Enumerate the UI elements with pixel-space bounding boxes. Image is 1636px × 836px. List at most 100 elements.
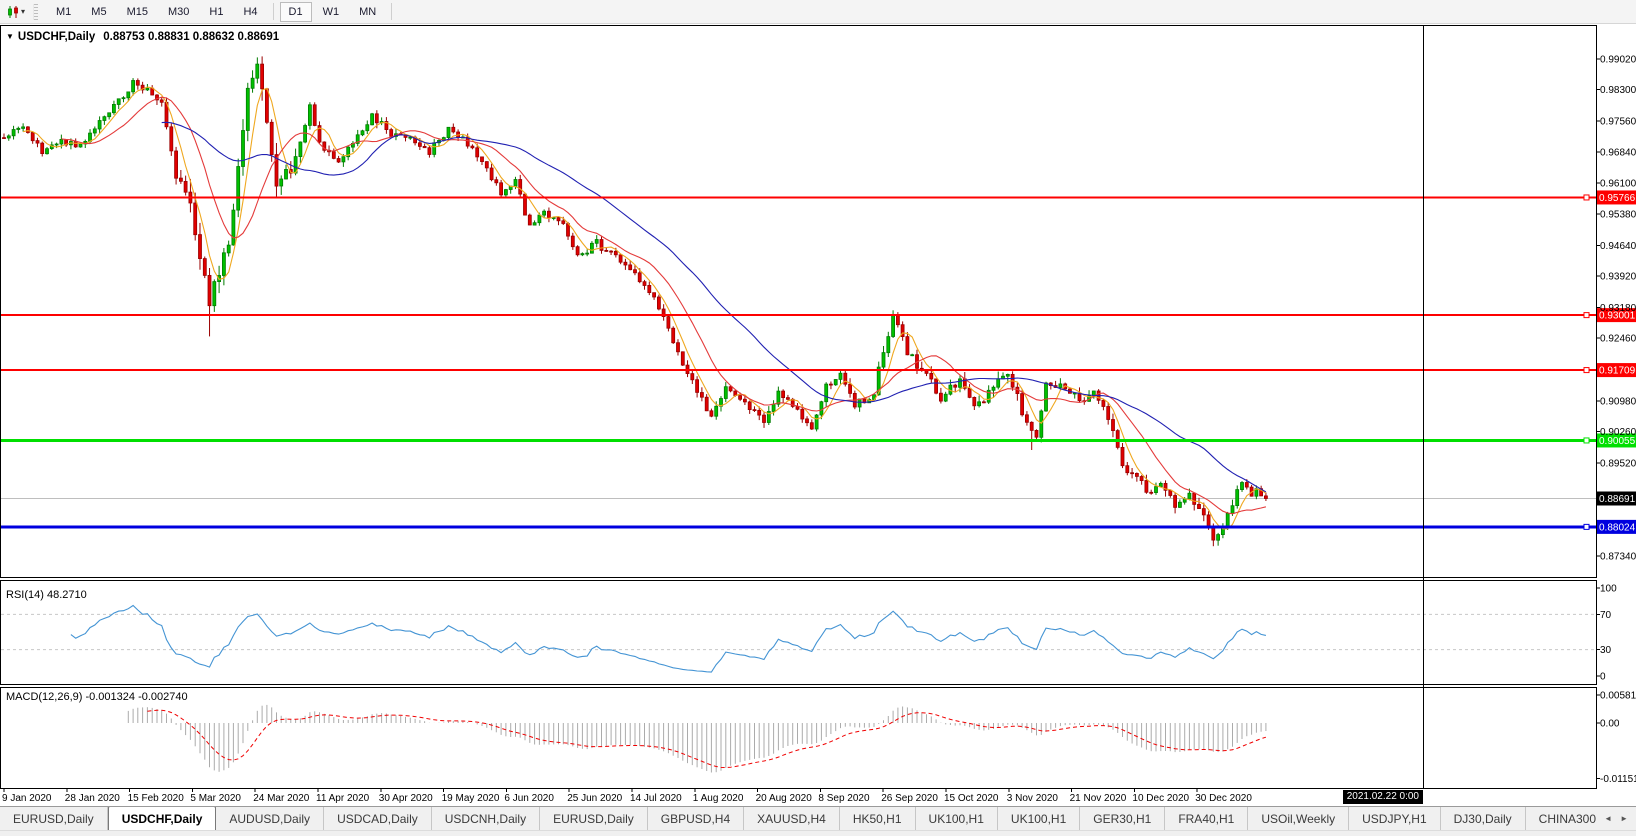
- symbol-tab-china300-h1[interactable]: CHINA300,H1: [1526, 807, 1597, 830]
- svg-text:0.90980: 0.90980: [1600, 397, 1636, 408]
- svg-text:10 Dec 2020: 10 Dec 2020: [1132, 793, 1189, 804]
- symbol-tab-usdcnh-daily[interactable]: USDCNH,Daily: [432, 807, 541, 830]
- timeframe-button-h4[interactable]: H4: [234, 2, 266, 22]
- symbol-tab-uk100-h1[interactable]: UK100,H1: [916, 807, 998, 830]
- timeframe-button-w1[interactable]: W1: [314, 2, 349, 22]
- svg-text:3 Nov 2020: 3 Nov 2020: [1007, 793, 1059, 804]
- svg-text:1 Aug 2020: 1 Aug 2020: [693, 793, 744, 804]
- svg-text:0.88691: 0.88691: [1599, 494, 1636, 505]
- symbol-tab-audusd-daily[interactable]: AUDUSD,Daily: [216, 807, 325, 830]
- ma-13-line: [61, 96, 1267, 515]
- svg-text:15 Feb 2020: 15 Feb 2020: [128, 793, 185, 804]
- svg-text:0.00: 0.00: [1600, 719, 1620, 730]
- svg-text:9 Jan 2020: 9 Jan 2020: [2, 793, 52, 804]
- svg-text:30 Dec 2020: 30 Dec 2020: [1195, 793, 1252, 804]
- symbol-tab-usdchf-daily[interactable]: USDCHF,Daily: [107, 807, 217, 830]
- symbol-tab-usdjpy-h1[interactable]: USDJPY,H1: [1349, 807, 1441, 830]
- symbol-tab-dj30-daily[interactable]: DJ30,Daily: [1441, 807, 1526, 830]
- svg-text:19 May 2020: 19 May 2020: [442, 793, 500, 804]
- svg-text:0.95766: 0.95766: [1599, 193, 1636, 204]
- svg-text:100: 100: [1600, 584, 1617, 595]
- svg-text:0.90055: 0.90055: [1599, 436, 1636, 447]
- hline-object-0.90055[interactable]: 0.90055: [1, 433, 1636, 448]
- symbol-tabs: EURUSD,Daily USDCHF,Daily AUDUSD,Daily USDC…: [0, 807, 1596, 830]
- symbol-tab-uk100-h1[interactable]: UK100,H1: [998, 807, 1081, 830]
- hline-object-0.91709[interactable]: 0.91709: [1, 363, 1636, 378]
- timeframe-button-m5[interactable]: M5: [82, 2, 115, 22]
- svg-text:0.90260: 0.90260: [1600, 427, 1636, 438]
- svg-text:0.91709: 0.91709: [1599, 366, 1636, 377]
- main-pane[interactable]: [0, 25, 1597, 578]
- rsi-pane[interactable]: [0, 580, 1597, 685]
- symbol-tabbar: EURUSD,Daily USDCHF,Daily AUDUSD,Daily USDC…: [0, 806, 1636, 830]
- svg-text:0.96840: 0.96840: [1600, 147, 1636, 158]
- svg-text:30: 30: [1600, 645, 1612, 656]
- svg-text:0.94640: 0.94640: [1600, 241, 1636, 252]
- symbol-tab-gbpusd-h4[interactable]: GBPUSD,H4: [648, 807, 745, 830]
- svg-text:0: 0: [1600, 672, 1606, 683]
- timeframe-button-m15[interactable]: M15: [118, 2, 157, 22]
- svg-text:0.93920: 0.93920: [1600, 272, 1636, 283]
- timeframe-buttons: M1 M5 M15 M30 H1 H4 D1 W1 MN: [46, 1, 397, 22]
- ma-34-line: [161, 121, 1267, 493]
- macd-histogram: [127, 704, 1267, 773]
- svg-text:24 Mar 2020: 24 Mar 2020: [253, 793, 310, 804]
- rsi-line: [70, 604, 1267, 673]
- symbol-tab-usoil-weekly[interactable]: USOil,Weekly: [1248, 807, 1350, 830]
- svg-text:14 Jul 2020: 14 Jul 2020: [630, 793, 682, 804]
- timeframe-button-mn[interactable]: MN: [350, 2, 385, 22]
- statusbar: [0, 830, 1636, 836]
- svg-text:20 Aug 2020: 20 Aug 2020: [756, 793, 813, 804]
- tab-scroll-controls: ◄ ►: [1596, 807, 1636, 830]
- svg-text:30 Apr 2020: 30 Apr 2020: [379, 793, 433, 804]
- symbol-tab-eurusd-daily[interactable]: EURUSD,Daily: [0, 807, 108, 830]
- svg-text:0.87340: 0.87340: [1600, 551, 1636, 562]
- svg-text:28 Jan 2020: 28 Jan 2020: [65, 793, 120, 804]
- svg-text:6 Jun 2020: 6 Jun 2020: [504, 793, 554, 804]
- svg-text:25 Jun 2020: 25 Jun 2020: [567, 793, 622, 804]
- toolbar-separator: [391, 3, 393, 20]
- symbol-tab-xauusd-h4[interactable]: XAUUSD,H4: [744, 807, 840, 830]
- svg-text:0.89520: 0.89520: [1600, 459, 1636, 470]
- svg-text:11 Apr 2020: 11 Apr 2020: [316, 793, 370, 804]
- svg-text:0.93180: 0.93180: [1600, 303, 1636, 314]
- timeframe-button-m30[interactable]: M30: [159, 2, 198, 22]
- svg-text:0.88024: 0.88024: [1599, 522, 1636, 533]
- svg-text:26 Sep 2020: 26 Sep 2020: [881, 793, 938, 804]
- chart-window[interactable]: 0.95766 0.93001 0.91709 0.90055 0.88024 0.990…: [0, 24, 1636, 806]
- svg-text:0.96100: 0.96100: [1600, 179, 1636, 190]
- symbol-tab-eurusd-daily[interactable]: EURUSD,Daily: [540, 807, 648, 830]
- svg-text:70: 70: [1600, 610, 1612, 621]
- current-price-axis-label: [1597, 491, 1636, 506]
- chart-type-icon[interactable]: [6, 5, 20, 19]
- candles-layer: [2, 56, 1268, 547]
- date-axis[interactable]: 9 Jan 2020 28 Jan 2020 15 Feb 2020 5 Mar 20…: [2, 788, 1252, 805]
- svg-text:0.98300: 0.98300: [1600, 85, 1636, 96]
- symbol-tab-ger30-h1[interactable]: GER30,H1: [1080, 807, 1166, 830]
- svg-text:0.93001: 0.93001: [1599, 311, 1636, 322]
- tabs-scroll-right-icon[interactable]: ►: [1620, 814, 1628, 823]
- symbol-tab-hk50-h1[interactable]: HK50,H1: [840, 807, 916, 830]
- symbol-tab-fra40-h1[interactable]: FRA40,H1: [1165, 807, 1249, 830]
- timeframe-button-h1[interactable]: H1: [200, 2, 232, 22]
- hline-object-0.93001[interactable]: 0.93001: [1, 308, 1636, 323]
- hline-object-0.88024[interactable]: 0.88024: [1, 519, 1636, 534]
- periods-toolbar: ▾ M1 M5 M15 M30 H1 H4 D1 W1 MN: [0, 0, 1636, 24]
- svg-text:0.99020: 0.99020: [1600, 55, 1636, 66]
- svg-text:21 Nov 2020: 21 Nov 2020: [1070, 793, 1127, 804]
- chart-canvas[interactable]: 0.95766 0.93001 0.91709 0.90055 0.88024 0.990…: [0, 24, 1636, 806]
- svg-text:-0.011514: -0.011514: [1600, 774, 1636, 785]
- symbol-tab-usdcad-daily[interactable]: USDCAD,Daily: [324, 807, 432, 830]
- macd-pane[interactable]: [0, 687, 1597, 789]
- hline-object-0.95766[interactable]: 0.95766: [1, 190, 1636, 205]
- timeframe-button-d1[interactable]: D1: [279, 1, 312, 22]
- svg-text:0.005818: 0.005818: [1600, 690, 1636, 701]
- tabs-scroll-left-icon[interactable]: ◄: [1604, 814, 1613, 823]
- timeframe-button-m1[interactable]: M1: [47, 2, 80, 22]
- price-axis[interactable]: 0.99020 0.98300 0.97560 0.96840 0.96100 0.953…: [1596, 55, 1636, 563]
- toolbar-separator: [272, 3, 274, 20]
- ma-5-line: [22, 86, 1267, 530]
- toolbar-grip-handle[interactable]: [33, 3, 39, 20]
- toolbar-dropdown-caret-icon[interactable]: ▾: [21, 7, 26, 16]
- svg-text:0.97560: 0.97560: [1600, 117, 1636, 128]
